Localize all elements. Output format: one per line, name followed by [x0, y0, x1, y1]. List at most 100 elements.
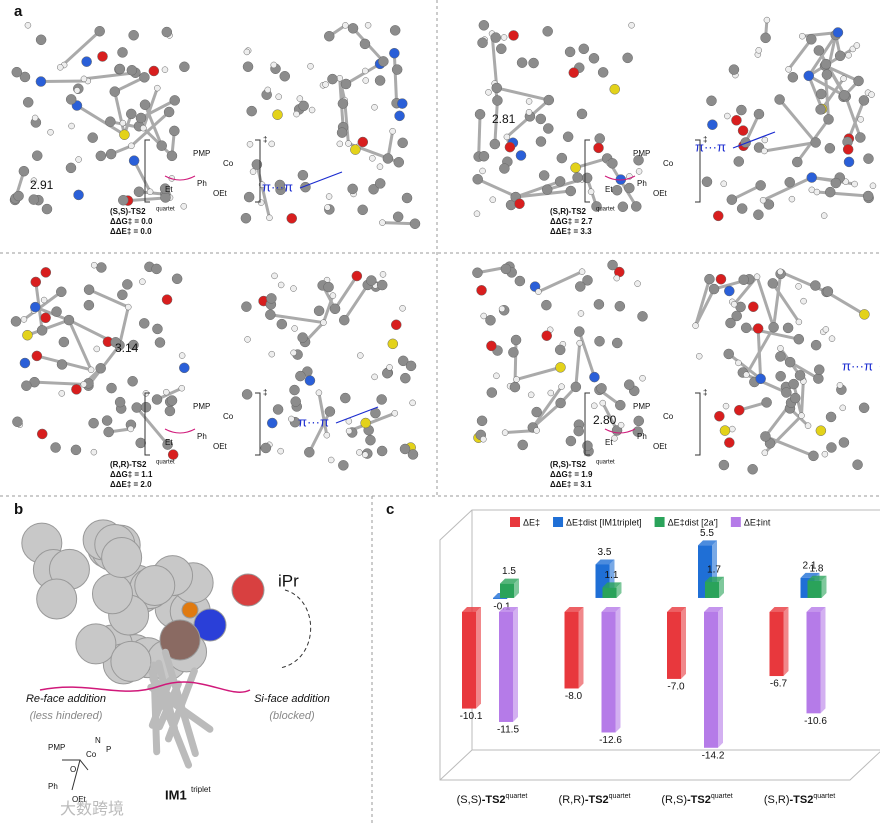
ts-state: quartet: [596, 207, 615, 213]
atom: [611, 184, 623, 196]
bond: [40, 79, 88, 84]
atom: [514, 198, 525, 209]
bond: [787, 38, 813, 71]
atom: [47, 128, 54, 136]
atom: [179, 362, 190, 374]
atom: [853, 42, 861, 49]
atom: [389, 127, 396, 135]
atom: [752, 323, 764, 334]
atom: [591, 402, 598, 410]
bar-top: [807, 575, 827, 581]
atom: [30, 177, 38, 184]
atom: [295, 370, 306, 382]
scheme-text: PMP: [193, 149, 210, 158]
atom: [405, 360, 417, 372]
scheme-arrow: [604, 428, 636, 434]
bond: [343, 284, 370, 321]
atom: [24, 22, 32, 29]
value-label: 1.8: [810, 563, 824, 574]
x-tick-part: quartet: [609, 793, 631, 800]
atom: [376, 445, 388, 457]
atom: [110, 640, 152, 682]
atom: [479, 167, 486, 175]
atom: [159, 183, 171, 194]
atom: [485, 315, 496, 326]
atom: [740, 137, 751, 148]
atom: [726, 194, 738, 205]
atom: [634, 280, 641, 287]
atom: [582, 275, 593, 286]
atom: [181, 601, 199, 619]
atom: [114, 63, 126, 75]
atom: [241, 301, 252, 312]
atom: [472, 267, 483, 278]
atom: [28, 194, 40, 205]
atom: [708, 283, 720, 295]
atom: [359, 38, 371, 50]
atom: [747, 464, 758, 475]
atom: [356, 449, 363, 456]
atom: [103, 426, 114, 438]
atom: [324, 204, 331, 211]
atom: [139, 99, 151, 110]
atom: [392, 211, 404, 223]
value-label: -10.1: [460, 711, 483, 722]
atom: [815, 104, 826, 115]
atom: [576, 108, 588, 120]
atom: [40, 312, 51, 324]
atom: [498, 305, 506, 313]
atom: [575, 281, 586, 292]
bar: [705, 581, 719, 598]
atom: [80, 381, 88, 388]
atom: [587, 188, 595, 195]
scheme-text: Co: [223, 159, 234, 168]
atom: [95, 150, 107, 162]
atom: [581, 172, 593, 184]
ts-name: (R,S)-TS2: [550, 460, 587, 469]
atom: [533, 427, 540, 434]
atom: [128, 155, 140, 166]
atom: [556, 152, 568, 164]
atom: [291, 325, 298, 332]
atom: [127, 376, 138, 387]
atom: [576, 339, 583, 347]
atom: [371, 373, 378, 381]
bond: [477, 177, 515, 198]
distance-label: 2.91: [30, 178, 54, 192]
im1-state: triplet: [191, 785, 211, 794]
atom: [277, 281, 285, 289]
atom: [151, 394, 163, 405]
atom: [820, 212, 828, 219]
atom: [713, 210, 724, 222]
atom: [394, 110, 405, 122]
atom: [139, 72, 150, 83]
atom: [80, 75, 88, 83]
atom: [146, 188, 154, 195]
scheme-text: Ph: [197, 179, 207, 188]
atom: [500, 263, 512, 275]
panel-label: c: [386, 501, 394, 518]
atom: [275, 93, 282, 100]
legend-label: ΔE‡: [523, 517, 540, 527]
atom: [40, 267, 52, 278]
atom: [362, 77, 370, 84]
atom: [374, 75, 386, 86]
atom: [340, 392, 351, 404]
atom: [342, 22, 349, 29]
atom: [734, 404, 745, 416]
atom: [824, 186, 836, 198]
ts-state: quartet: [596, 460, 615, 466]
atom: [376, 163, 384, 170]
bond: [348, 411, 396, 433]
atom: [97, 51, 108, 62]
bar-top: [601, 606, 621, 612]
atom: [163, 388, 170, 396]
atom: [95, 363, 106, 374]
atom: [70, 444, 82, 456]
atom: [134, 565, 176, 607]
x-tick-part: quartet: [506, 793, 528, 800]
atom: [793, 333, 805, 345]
atom: [834, 50, 846, 62]
bond: [392, 53, 399, 104]
x-tick-part: (S,S): [457, 794, 482, 806]
